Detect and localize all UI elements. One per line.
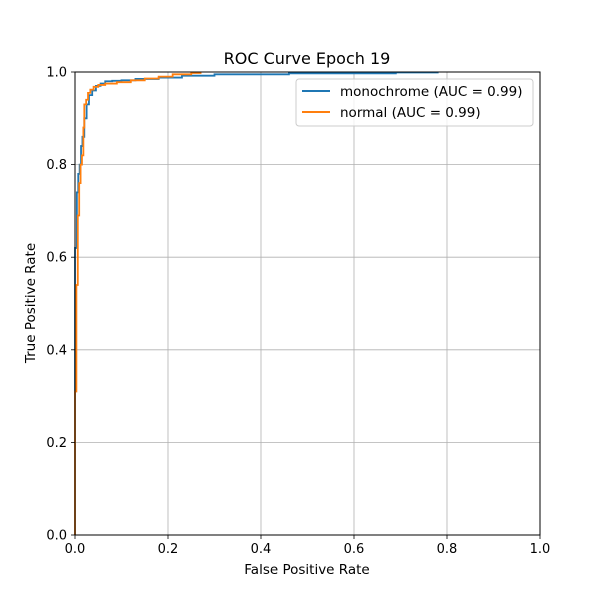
series-lines [74, 71, 439, 535]
legend-label-monochrome: monochrome (AUC = 0.99) [340, 84, 523, 100]
plot-frame [74, 71, 541, 536]
x-tick-label: 0.4 [251, 542, 272, 557]
legend: monochrome (AUC = 0.99) normal (AUC = 0.… [295, 78, 534, 127]
legend-box [295, 78, 534, 127]
legend-label-normal: normal (AUC = 0.99) [340, 105, 481, 121]
x-tick-label: 0.2 [158, 542, 179, 557]
chart-title: ROC Curve Epoch 19 [224, 49, 391, 68]
y-tick-label: 0.8 [46, 158, 67, 173]
y-tick-label: 0.0 [46, 529, 67, 544]
y-tick-label: 0.4 [46, 343, 67, 358]
x-tick-label: 1.0 [530, 542, 551, 557]
axis-ticks: 0.0 0.2 0.4 0.6 0.8 1.0 0.0 0.2 0.4 0.6 0.8 1.0 [46, 66, 550, 558]
x-tick-label: 0.8 [437, 542, 458, 557]
y-axis-label: True Positive Rate [23, 243, 39, 364]
grid [74, 71, 541, 536]
x-tick-label: 0.0 [65, 542, 86, 557]
x-tick-label: 0.6 [344, 542, 365, 557]
y-tick-label: 1.0 [46, 66, 67, 81]
x-axis-label: False Positive Rate [244, 562, 369, 578]
y-tick-label: 0.6 [46, 251, 67, 266]
normal-roc-line [74, 72, 202, 535]
y-tick-label: 0.2 [46, 436, 67, 451]
